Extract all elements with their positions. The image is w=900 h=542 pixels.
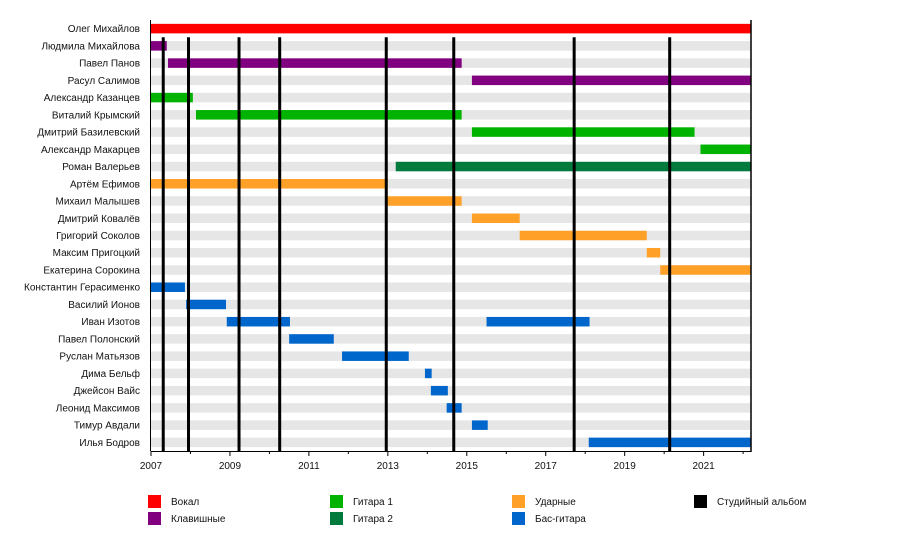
member-label: Василий Ионов [68, 300, 140, 311]
member-bar-bass [486, 316, 590, 327]
member-bar-vocals [151, 23, 751, 34]
member-labels: Олег Михайлов Людмила Михайлова Павел Пано… [24, 24, 140, 449]
member-bar-drums [660, 265, 751, 275]
legend: Вокал Клавишные Гитара 1 Гитара 2 Ударные Бас… [148, 495, 807, 525]
legend-label-bass: Бас-гитара [535, 514, 586, 525]
row-stripe [151, 127, 751, 137]
member-bar-keys [471, 75, 751, 86]
member-bar-drums [471, 213, 520, 224]
member-label: Руслан Матьязов [59, 352, 140, 363]
member-bar-bass [226, 316, 290, 327]
legend-label-keys: Клавишные [171, 514, 226, 525]
row-stripe [151, 334, 751, 344]
row-stripe [151, 316, 751, 327]
x-tick-label: 2007 [140, 461, 163, 472]
member-bar-keys [167, 58, 462, 68]
member-label: Расул Салимов [68, 76, 140, 87]
member-label: Артём Ефимов [70, 178, 140, 190]
legend-swatch-keys [148, 512, 161, 525]
legend-swatch-album [694, 495, 707, 508]
x-tick-label: 2015 [456, 461, 479, 472]
legend-label-vocals: Вокал [171, 497, 199, 508]
member-bar-bass [289, 334, 334, 344]
member-label: Дмитрий Базилевский [37, 128, 140, 139]
row-stripe [151, 265, 751, 275]
member-label: Павел Панов [79, 59, 140, 70]
member-label: Роман Валерьев [62, 162, 140, 173]
member-bar-bass [151, 282, 185, 292]
member-label: Дима Бельф [81, 368, 140, 380]
row-stripe [151, 299, 751, 310]
member-label: Леонид Максимов [56, 403, 140, 414]
row-stripe [151, 437, 751, 448]
row-stripe [151, 41, 751, 51]
x-axis: 2007 2009 2011 2013 2015 2017 2019 2021 [140, 20, 752, 472]
x-tick-label: 2009 [219, 461, 242, 472]
legend-label-guitar2: Гитара 2 [353, 514, 393, 525]
member-bar-drums [151, 179, 386, 189]
row-stripe [151, 179, 751, 189]
x-tick-label: 2019 [614, 461, 637, 472]
row-stripe [151, 230, 751, 241]
member-bar-keys [151, 41, 167, 51]
x-tick-label: 2017 [535, 461, 558, 472]
member-bar-guitar1 [196, 110, 462, 120]
member-bar-bass [186, 299, 226, 310]
member-label: Михаил Малышев [56, 197, 141, 208]
member-label: Тимур Авдали [74, 421, 140, 432]
row-stripe [151, 247, 751, 258]
member-bar-bass [471, 420, 488, 430]
row-stripe [151, 282, 751, 292]
member-label: Илья Бодров [79, 438, 140, 449]
member-bar-guitar1 [151, 92, 193, 103]
member-bar-guitar1 [700, 144, 751, 155]
legend-label-drums: Ударные [535, 497, 576, 508]
member-label: Иван Изотов [81, 317, 140, 328]
row-stripe [151, 92, 751, 103]
member-label: Дмитрий Ковалёв [58, 214, 140, 225]
member-label: Максим Пригоцкий [53, 248, 140, 259]
member-label: Павел Полонский [58, 334, 140, 345]
legend-label-guitar1: Гитара 1 [353, 497, 393, 508]
row-stripes [151, 23, 751, 448]
x-tick-label: 2021 [693, 461, 716, 472]
row-stripe [151, 213, 751, 224]
member-label: Александр Макарцев [41, 145, 140, 156]
member-bar-bass [424, 368, 432, 379]
legend-swatch-vocals [148, 495, 161, 508]
member-label: Александр Казанцев [44, 93, 140, 104]
row-stripe [151, 420, 751, 430]
member-label: Джейсон Вайс [74, 386, 140, 397]
legend-swatch-drums [512, 495, 525, 508]
album-lines [161, 37, 672, 451]
row-stripe [151, 144, 751, 155]
member-label: Виталий Крымский [52, 110, 140, 121]
row-stripe [151, 368, 751, 379]
member-label: Людмила Михайлова [41, 41, 140, 52]
member-label: Константин Герасименко [24, 283, 140, 294]
legend-swatch-bass [512, 512, 525, 525]
legend-swatch-guitar2 [330, 512, 343, 525]
row-stripe [151, 75, 751, 86]
member-label: Григорий Соколов [56, 231, 140, 242]
member-label: Олег Михайлов [68, 24, 140, 35]
x-tick-label: 2013 [377, 461, 400, 472]
x-tick-label: 2011 [298, 461, 320, 472]
member-bar-guitar1 [471, 127, 695, 137]
member-bar-drums [519, 230, 647, 241]
member-bar-bass [430, 385, 448, 396]
legend-label-album: Студийный альбом [717, 496, 807, 508]
member-label: Екатерина Сорокина [43, 265, 140, 276]
member-bar-drums [646, 247, 661, 258]
legend-swatch-guitar1 [330, 495, 343, 508]
member-bar-drums [385, 196, 462, 206]
row-stripe [151, 385, 751, 396]
row-stripe [151, 351, 751, 361]
member-bar-bass [342, 351, 409, 361]
